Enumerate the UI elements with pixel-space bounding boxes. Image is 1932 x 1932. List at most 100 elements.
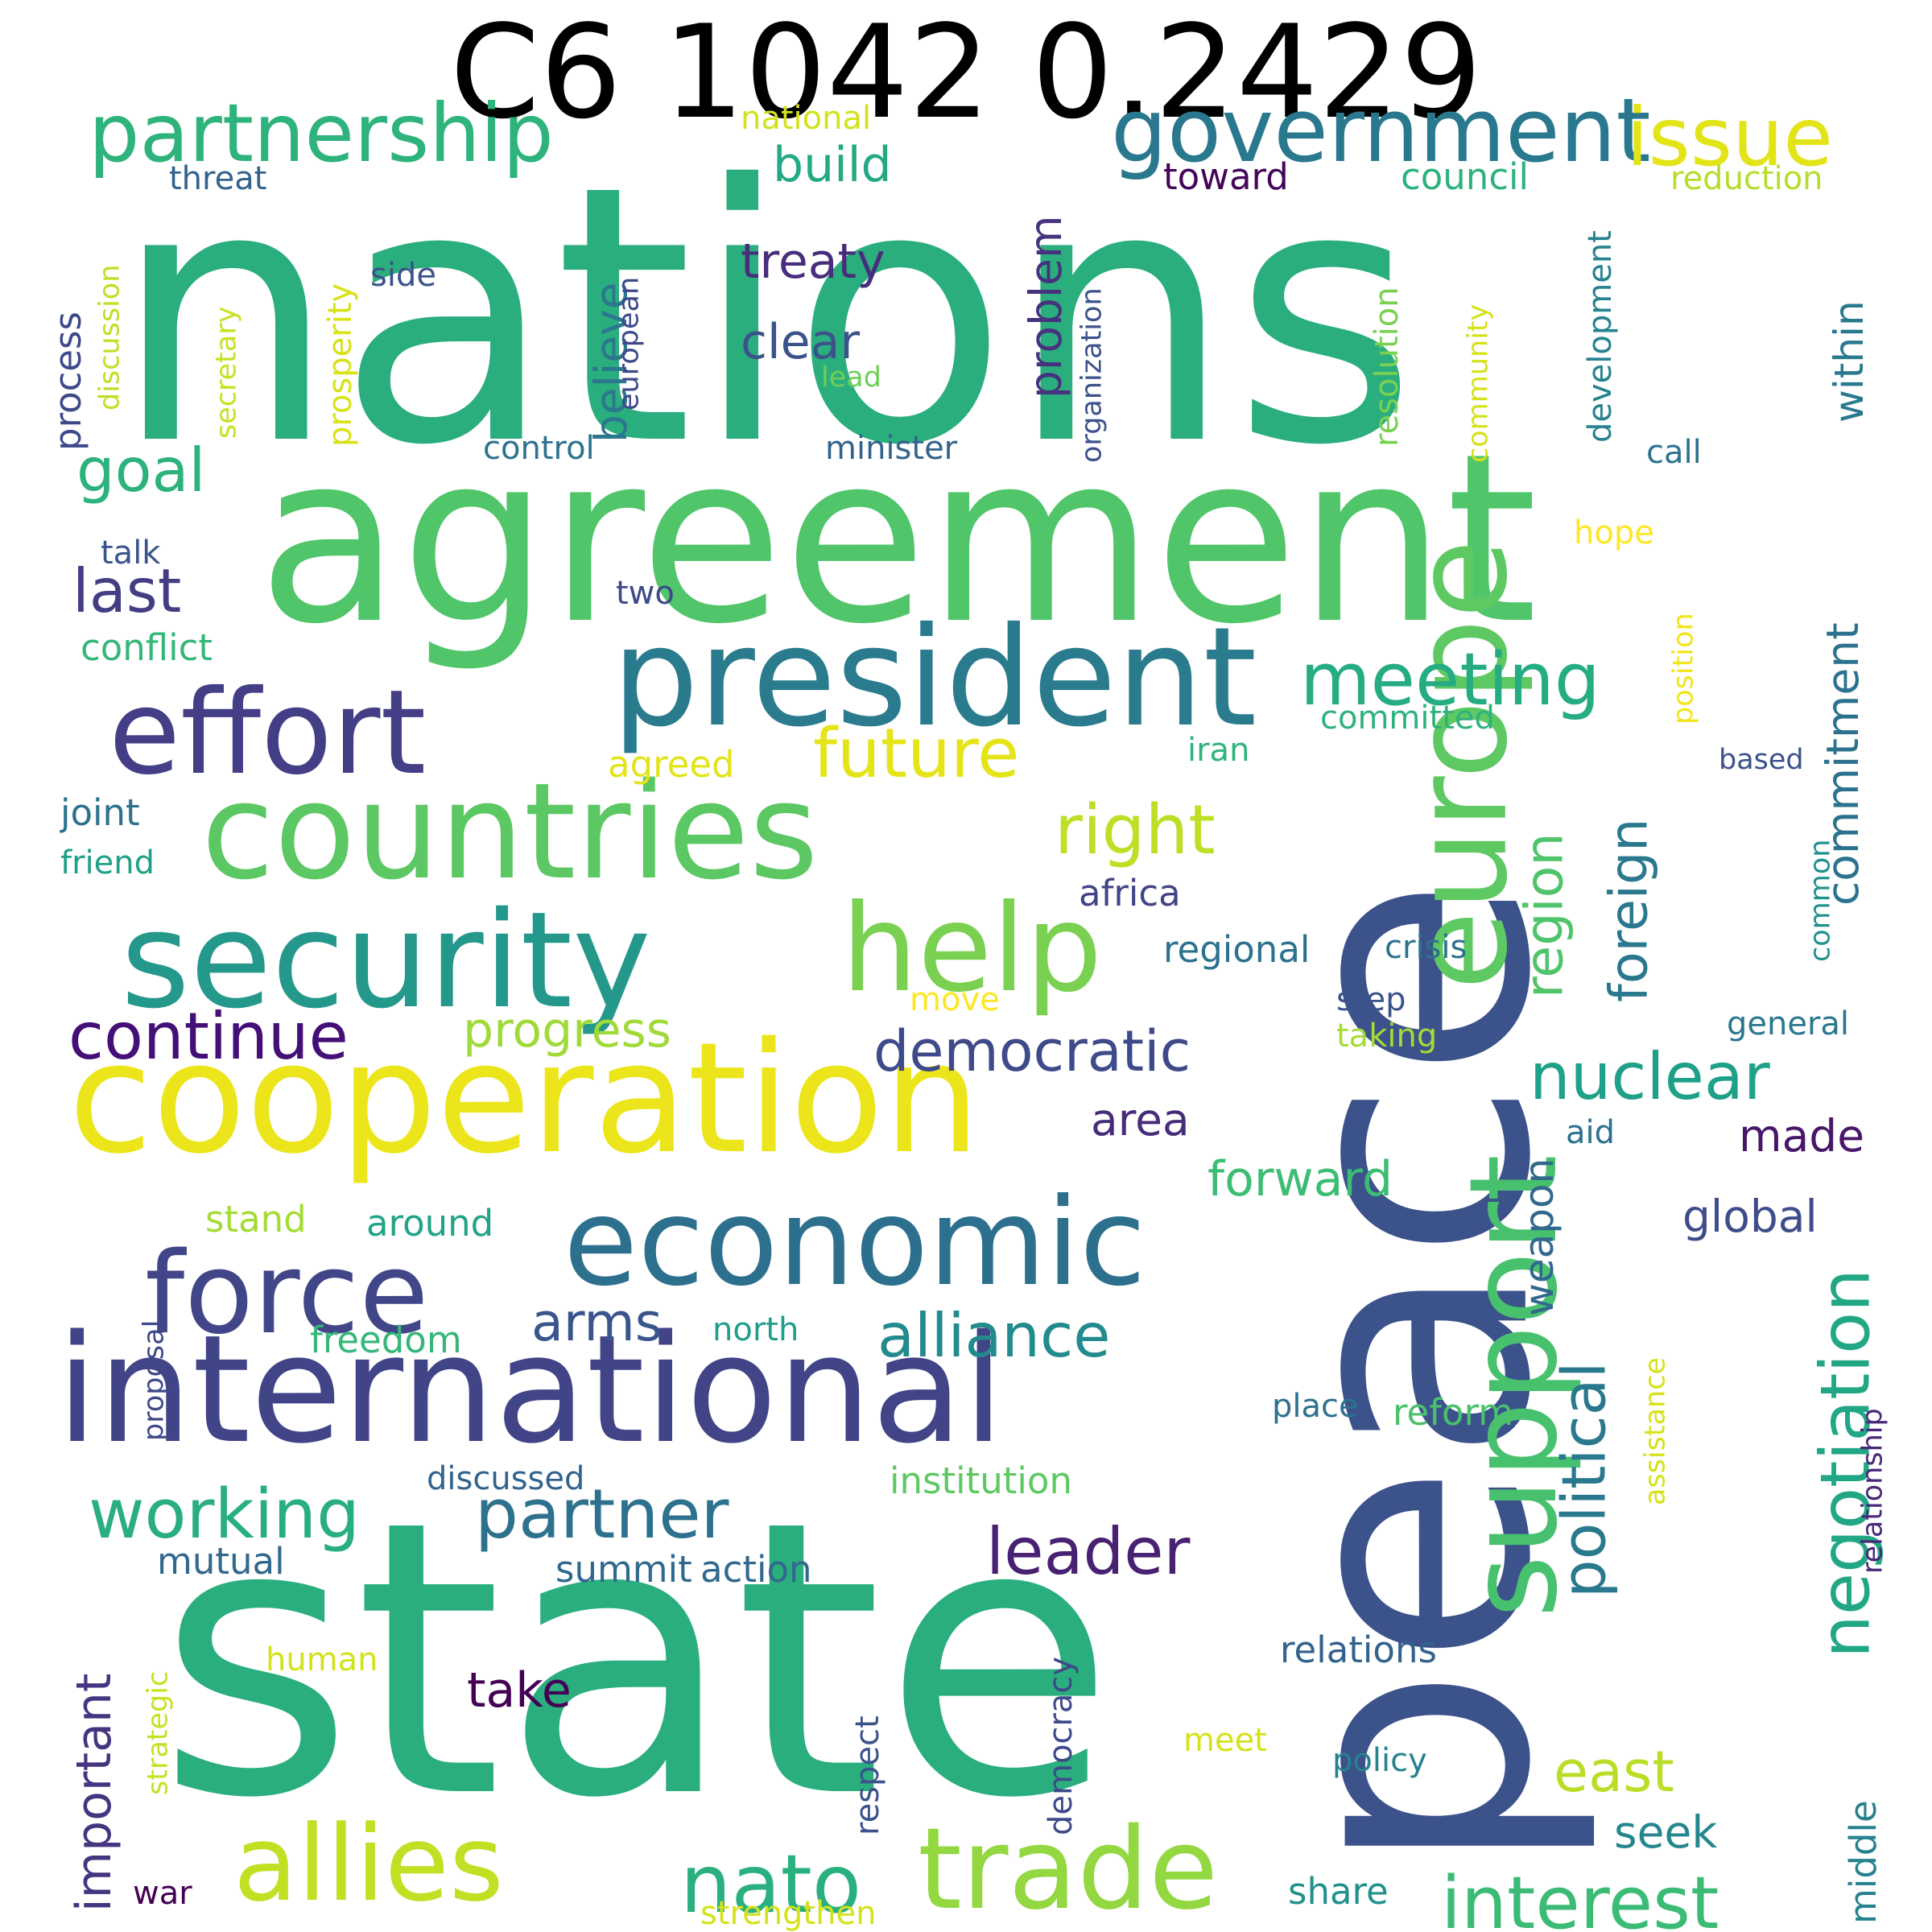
word-commitment: commitment <box>1817 622 1868 906</box>
word-common: common <box>1804 840 1836 962</box>
word-institution: institution <box>890 1459 1072 1502</box>
word-joint: joint <box>60 791 140 834</box>
page-title: C6 1042 0.2429 <box>449 0 1483 147</box>
word-secretary: secretary <box>210 307 242 439</box>
word-cooperation: cooperation <box>68 1009 980 1187</box>
word-lead: lead <box>821 361 881 394</box>
word-policy: policy <box>1332 1742 1427 1779</box>
word-important: important <box>66 1674 122 1912</box>
word-resolution: resolution <box>1368 287 1406 447</box>
word-place: place <box>1272 1388 1359 1425</box>
word-political: political <box>1549 1362 1620 1598</box>
word-right: right <box>1055 791 1216 870</box>
word-treaty: treaty <box>741 233 886 290</box>
word-european: european <box>613 277 645 411</box>
word-seek: seek <box>1614 1806 1717 1858</box>
word-clear: clear <box>741 314 860 370</box>
word-force: force <box>145 1228 429 1360</box>
word-partner: partner <box>475 1475 729 1554</box>
word-security: security <box>121 883 651 1038</box>
word-war: war <box>133 1875 192 1912</box>
word-negotiation: negotiation <box>1806 1269 1885 1658</box>
word-agreed: agreed <box>608 743 735 786</box>
word-process: process <box>47 312 89 451</box>
word-around: around <box>366 1202 493 1245</box>
word-summit: summit <box>555 1548 692 1591</box>
word-mutual: mutual <box>157 1540 285 1583</box>
word-agreement: agreement <box>258 404 1538 675</box>
word-assistance: assistance <box>1639 1357 1671 1505</box>
word-prosperity: prosperity <box>322 283 359 447</box>
word-action: action <box>700 1548 812 1591</box>
word-development: development <box>1582 230 1619 443</box>
word-made: made <box>1739 1110 1864 1162</box>
word-leader: leader <box>986 1514 1190 1589</box>
word-share: share <box>1288 1870 1389 1913</box>
word-regional: regional <box>1163 928 1310 971</box>
word-freedom: freedom <box>310 1319 462 1361</box>
word-international: international <box>56 1302 1005 1476</box>
word-within: within <box>1826 300 1872 423</box>
word-aid: aid <box>1566 1114 1615 1151</box>
word-taking: taking <box>1336 1018 1437 1055</box>
word-europe: europe <box>1385 539 1536 990</box>
word-discussion: discussion <box>93 265 126 411</box>
word-africa: africa <box>1079 872 1181 914</box>
word-committed: committed <box>1320 700 1495 737</box>
word-respect: respect <box>849 1715 886 1835</box>
word-relations: relations <box>1280 1629 1437 1671</box>
word-control: control <box>483 430 595 467</box>
word-foreign: foreign <box>1600 819 1660 1002</box>
word-allies: allies <box>233 1802 504 1925</box>
word-strengthen: strengthen <box>700 1895 876 1932</box>
word-side: side <box>370 257 436 294</box>
word-take: take <box>467 1662 572 1719</box>
word-nations: nations <box>113 110 1418 522</box>
word-position: position <box>1667 613 1699 724</box>
word-strategic: strategic <box>142 1671 174 1795</box>
word-interest: interest <box>1441 1861 1719 1932</box>
word-national: national <box>741 100 871 137</box>
word-stand: stand <box>205 1198 307 1241</box>
word-democratic: democratic <box>873 1018 1191 1084</box>
word-future: future <box>813 714 1019 794</box>
word-conflict: conflict <box>80 626 213 669</box>
word-crisis: crisis <box>1385 929 1467 966</box>
word-general: general <box>1727 1005 1849 1042</box>
word-last: last <box>72 555 181 626</box>
word-alliance: alliance <box>877 1300 1110 1371</box>
word-economic: economic <box>564 1173 1146 1313</box>
word-meeting: meeting <box>1300 638 1600 722</box>
word-area: area <box>1091 1094 1190 1146</box>
word-effort: effort <box>109 665 426 801</box>
word-discussed: discussed <box>427 1460 584 1497</box>
word-hope: hope <box>1574 514 1654 551</box>
word-countries: countries <box>201 754 819 909</box>
word-help: help <box>841 879 1102 1019</box>
word-partnership: partnership <box>89 86 554 180</box>
word-region: region <box>1515 832 1575 998</box>
word-friend: friend <box>60 844 155 881</box>
word-based: based <box>1719 744 1804 776</box>
word-community: community <box>1462 304 1494 463</box>
word-call: call <box>1646 434 1702 471</box>
word-nato: nato <box>680 1837 861 1931</box>
word-believe: believe <box>585 282 637 443</box>
word-build: build <box>773 137 892 193</box>
word-move: move <box>910 981 1000 1018</box>
word-government: government <box>1111 79 1651 182</box>
word-proposal: proposal <box>138 1320 170 1441</box>
word-continue: continue <box>68 999 349 1074</box>
word-two: two <box>616 575 675 612</box>
word-reform: reform <box>1393 1391 1513 1434</box>
word-middle: middle <box>1842 1800 1885 1924</box>
word-issue: issue <box>1626 90 1833 184</box>
word-democracy: democracy <box>1042 1657 1080 1835</box>
word-arms: arms <box>531 1293 663 1353</box>
word-toward: toward <box>1163 155 1289 198</box>
word-nuclear: nuclear <box>1530 1039 1770 1114</box>
word-working: working <box>89 1475 360 1554</box>
word-problem: problem <box>1020 215 1071 398</box>
